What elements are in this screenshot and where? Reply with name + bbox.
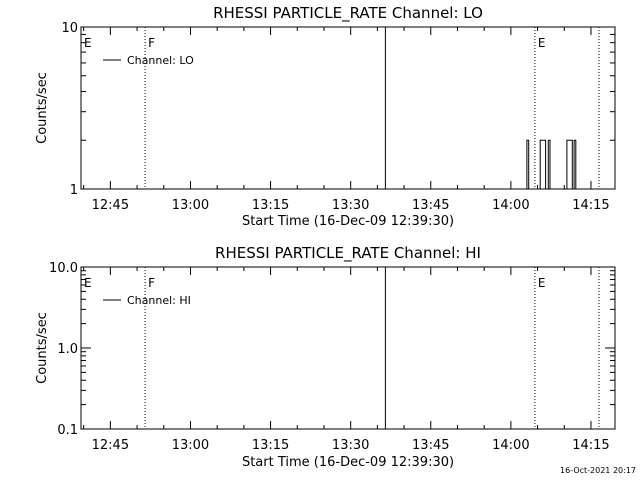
panel-2-x-tick-label: 13:00: [172, 438, 209, 453]
panel-1-marker-label: E: [538, 36, 546, 50]
panel-2-x-tick-label: 12:45: [92, 438, 129, 453]
panel-1-x-tick-label: 14:00: [492, 198, 529, 213]
panel-2-y-tick-label: 1.0: [57, 342, 78, 357]
panel-1-marker-label: E: [84, 36, 92, 50]
panel-2-x-axis-label: Start Time (16-Dec-09 12:39:30): [242, 455, 454, 470]
panel-2-y-axis-label: Counts/sec: [35, 312, 50, 384]
panel-1-x-tick-label: 13:15: [252, 198, 289, 213]
panel-1-x-tick-label: 13:00: [172, 198, 209, 213]
panel-1-x-tick-label: 13:45: [412, 198, 449, 213]
panel-2-title: RHESSI PARTICLE_RATE Channel: HI: [215, 244, 481, 263]
panel-2-x-tick-label: 13:15: [252, 438, 289, 453]
panel-1-y-tick-label: 1: [70, 183, 78, 198]
panel-2-x-tick-label: 14:15: [572, 438, 609, 453]
panel-1-x-tick-label: 13:30: [332, 198, 369, 213]
panel-1-marker-label: F: [148, 36, 155, 50]
panel-2-marker-label: F: [148, 276, 155, 290]
panel-2-y-tick-label: 0.1: [57, 423, 78, 438]
panel-1-y-axis-label: Counts/sec: [35, 72, 50, 144]
panel-1-title: RHESSI PARTICLE_RATE Channel: LO: [213, 4, 483, 23]
panel-2-x-tick-label: 14:00: [492, 438, 529, 453]
panel-1-y-tick-label: 10: [61, 21, 78, 36]
panel-2-marker-label: E: [84, 276, 92, 290]
panel-2-marker-label: E: [538, 276, 546, 290]
panel-2-y-tick-label: 10.0: [49, 261, 78, 276]
panel-1-series-line: [526, 139, 577, 190]
panel-1-x-axis-label: Start Time (16-Dec-09 12:39:30): [242, 214, 454, 229]
panel-1-x-tick-label: 14:15: [572, 198, 609, 213]
panel-1-legend-label: Channel: LO: [127, 54, 194, 67]
panel-2-x-tick-label: 13:45: [412, 438, 449, 453]
panel-1-x-tick-label: 12:45: [92, 198, 129, 213]
footer-timestamp: 16-Oct-2021 20:17: [560, 466, 636, 475]
panel-2-legend-label: Channel: HI: [127, 294, 191, 307]
panel-2-x-tick-label: 13:30: [332, 438, 369, 453]
